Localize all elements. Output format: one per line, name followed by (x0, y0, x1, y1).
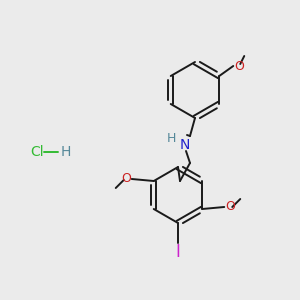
Text: Cl: Cl (30, 145, 43, 159)
Text: N: N (180, 138, 190, 152)
Text: H: H (166, 131, 176, 145)
Text: I: I (176, 243, 180, 261)
Text: O: O (225, 200, 235, 214)
Text: H: H (61, 145, 71, 159)
Text: O: O (234, 59, 244, 73)
Text: O: O (121, 172, 131, 185)
